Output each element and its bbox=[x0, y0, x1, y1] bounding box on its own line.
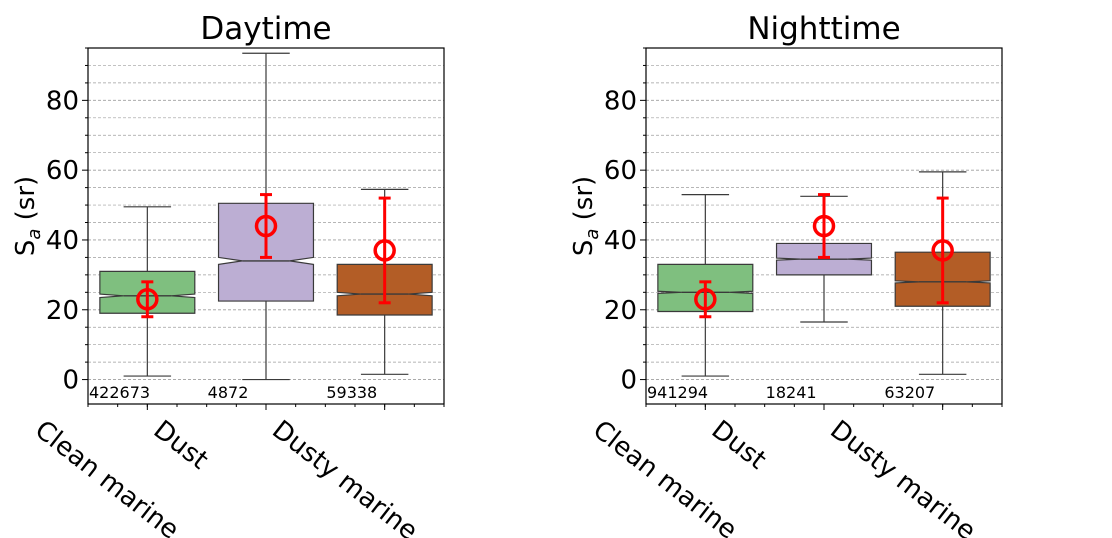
y-tick-label: 20 bbox=[604, 296, 637, 326]
y-tick-label: 80 bbox=[46, 86, 79, 116]
y-tick-label: 40 bbox=[604, 226, 637, 256]
y-tick-label: 40 bbox=[46, 226, 79, 256]
mean-marker bbox=[254, 214, 278, 238]
y-tick-label: 80 bbox=[604, 86, 637, 116]
y-tick-label: 60 bbox=[46, 156, 79, 186]
y-tick-label: 0 bbox=[62, 366, 79, 396]
reference-marker-0 bbox=[136, 280, 159, 319]
y-axis-label-main: S bbox=[11, 240, 41, 257]
count-label: 941294 bbox=[647, 383, 708, 402]
x-category-label: Dust bbox=[148, 415, 214, 476]
y-axis-label-sub: a bbox=[24, 229, 45, 240]
mean-marker bbox=[812, 214, 836, 238]
reference-marker-1 bbox=[254, 193, 278, 259]
x-category-label: Dust bbox=[706, 415, 772, 476]
mean-marker bbox=[694, 288, 717, 311]
mean-marker bbox=[373, 239, 396, 262]
count-label: 18241 bbox=[766, 383, 817, 402]
y-axis-label-main: S bbox=[569, 240, 599, 257]
reference-marker-2 bbox=[373, 196, 396, 305]
count-label: 59338 bbox=[326, 383, 377, 402]
reference-marker-0 bbox=[694, 280, 717, 319]
chart-title: Nighttime bbox=[747, 11, 900, 47]
x-category-label: Dusty marine bbox=[266, 415, 423, 538]
y-tick-label: 60 bbox=[604, 156, 637, 186]
y-axis-label-sub: a bbox=[582, 229, 603, 240]
reference-marker-1 bbox=[812, 193, 836, 259]
y-axis-label-unit: (sr) bbox=[569, 176, 599, 229]
mean-marker bbox=[136, 288, 159, 311]
y-axis-label-unit: (sr) bbox=[11, 176, 41, 229]
y-axis-label: Sa (sr) bbox=[569, 176, 603, 256]
y-tick-label: 0 bbox=[620, 366, 637, 396]
count-label: 422673 bbox=[89, 383, 150, 402]
count-label: 63207 bbox=[884, 383, 935, 402]
count-label: 4872 bbox=[208, 383, 249, 402]
chart-title: Daytime bbox=[200, 11, 331, 47]
y-axis-label: Sa (sr) bbox=[11, 176, 45, 256]
mean-marker bbox=[931, 239, 954, 262]
reference-marker-2 bbox=[931, 196, 954, 305]
x-category-label: Dusty marine bbox=[824, 415, 981, 538]
y-tick-label: 20 bbox=[46, 296, 79, 326]
